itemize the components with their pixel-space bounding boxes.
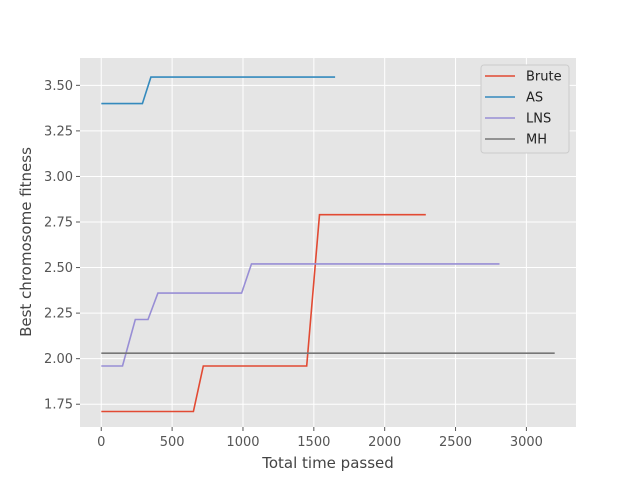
y-axis-label: Best chromosome fitness — [17, 147, 35, 337]
y-tick-label: 2.50 — [44, 261, 73, 276]
y-axis-ticks: 1.75 2.00 2.25 2.50 2.75 3.00 3.25 3.50 — [44, 79, 80, 413]
legend-label-lns: LNS — [526, 112, 551, 127]
x-tick-label: 0 — [97, 435, 105, 450]
x-tick-label: 1000 — [226, 435, 259, 450]
series-line-lns — [101, 263, 500, 367]
y-tick-label: 3.00 — [44, 170, 73, 185]
legend-box — [480, 64, 570, 154]
series-line-as — [101, 76, 336, 105]
x-axis-ticks: 0 500 1000 1500 2000 2500 3000 — [97, 427, 543, 450]
y-tick-label: 2.00 — [44, 352, 73, 367]
y-tick-label: 2.25 — [44, 307, 73, 322]
legend-label-brute: Brute — [526, 70, 562, 85]
grid-lines — [80, 58, 576, 427]
x-tick-label: 2500 — [439, 435, 472, 450]
legend-label-as: AS — [526, 91, 543, 106]
x-axis-label: Total time passed — [261, 454, 394, 472]
y-tick-label: 3.50 — [44, 79, 73, 94]
y-tick-label: 2.75 — [44, 216, 73, 231]
y-tick-label: 1.75 — [44, 398, 73, 413]
y-tick-label: 3.25 — [44, 124, 73, 139]
legend: Brute AS LNS MH — [480, 64, 570, 154]
x-tick-label: 500 — [160, 435, 185, 450]
series-line-brute — [101, 213, 426, 413]
x-tick-label: 2000 — [368, 435, 401, 450]
x-tick-label: 3000 — [510, 435, 543, 450]
legend-label-mh: MH — [526, 133, 547, 148]
series-lines — [101, 76, 555, 413]
x-tick-label: 1500 — [297, 435, 330, 450]
